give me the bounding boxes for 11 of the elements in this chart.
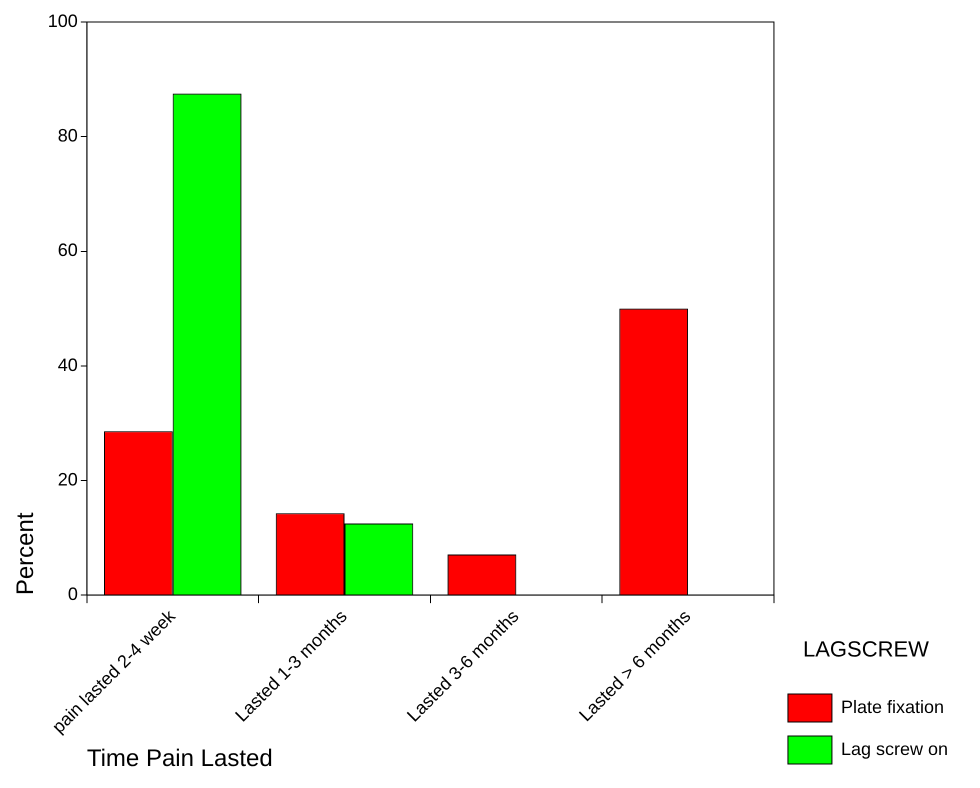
y-tick-label: 0 (68, 584, 78, 604)
y-axis-title: Percent (12, 512, 40, 596)
legend-label: Plate fixation (840, 696, 944, 717)
y-tick-label: 80 (58, 126, 78, 146)
x-axis-title: Time Pain Lasted (86, 745, 273, 772)
y-tick-label: 100 (48, 10, 78, 31)
legend-label: Lag screw on (840, 738, 948, 759)
y-tick-label: 60 (58, 240, 78, 260)
legend-title: LAGSCREW (803, 636, 930, 662)
y-tick-label: 40 (58, 354, 78, 375)
y-tick-label: 20 (58, 470, 78, 490)
